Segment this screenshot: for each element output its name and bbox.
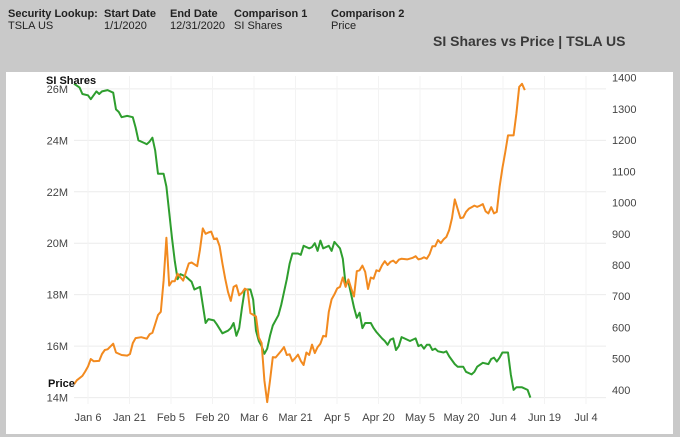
header-field-security: Security Lookup: TSLA US (8, 8, 98, 32)
header-label: Comparison 1 (234, 8, 308, 20)
right-tick-label: 1200 (612, 135, 636, 147)
left-tick-label: 22M (47, 187, 68, 199)
x-tick-label: Jan 6 (75, 412, 102, 424)
x-tick-label: Apr 20 (362, 412, 394, 424)
x-tick-label: Jan 21 (113, 412, 146, 424)
header-value: 1/1/2020 (104, 20, 147, 32)
right-tick-label: 400 (612, 385, 630, 397)
x-tick-label: Jul 4 (574, 412, 597, 424)
price-axis-label: Price (48, 378, 75, 390)
chart-title: SI Shares vs Price | TSLA US (433, 33, 626, 49)
header-value: SI Shares (234, 20, 283, 32)
left-tick-label: 26M (47, 84, 68, 96)
right-tick-label: 700 (612, 291, 630, 303)
header-field-comparison-1: Comparison 1 SI Shares (234, 8, 307, 32)
x-tick-label: Apr 5 (324, 412, 350, 424)
left-tick-label: 18M (47, 290, 68, 302)
right-tick-label: 1100 (612, 166, 636, 178)
series-line-price (73, 82, 526, 404)
header-field-end-date: End Date 12/31/2020 (170, 8, 225, 32)
x-tick-label: Feb 20 (195, 412, 229, 424)
x-tick-label: May 5 (405, 412, 435, 424)
header-value: Price (331, 20, 357, 32)
series-line-si-shares (73, 82, 532, 398)
right-tick-label: 1000 (612, 198, 636, 210)
line-chart: 26M 24M 22M 20M 18M 16M 14M 1400 1300 1200 1100 100… (46, 73, 636, 424)
left-tick-label: 16M (47, 341, 68, 353)
right-tick-label: 800 (612, 260, 630, 272)
left-tick-label: 20M (47, 238, 68, 250)
x-tick-label: May 20 (443, 412, 479, 424)
si-shares-axis-label: SI Shares (46, 75, 96, 87)
right-tick-label: 1400 (612, 73, 636, 85)
chart-panel: 26M 24M 22M 20M 18M 16M 14M 1400 1300 1200 1100 100… (6, 72, 673, 434)
header-label: Security Lookup: (8, 8, 98, 20)
x-tick-label: Mar 6 (240, 412, 268, 424)
right-tick-label: 500 (612, 354, 630, 366)
header-label: Comparison 2 (331, 8, 405, 20)
header-field-comparison-2: Comparison 2 Price (331, 8, 404, 32)
header-field-start-date: Start Date 1/1/2020 (104, 8, 156, 32)
left-tick-label: 14M (47, 393, 68, 405)
right-tick-label: 600 (612, 322, 630, 334)
left-tick-label: 24M (47, 135, 68, 147)
right-tick-label: 900 (612, 229, 630, 241)
x-tick-label: Jun 19 (528, 412, 561, 424)
x-tick-label: Feb 5 (157, 412, 185, 424)
header-label: Start Date (104, 8, 156, 20)
header-value: 12/31/2020 (170, 20, 226, 32)
x-tick-label: Mar 21 (278, 412, 312, 424)
header-value: TSLA US (8, 20, 54, 32)
header-label: End Date (170, 8, 218, 20)
x-tick-label: Jun 4 (490, 412, 517, 424)
right-tick-label: 1300 (612, 104, 636, 116)
